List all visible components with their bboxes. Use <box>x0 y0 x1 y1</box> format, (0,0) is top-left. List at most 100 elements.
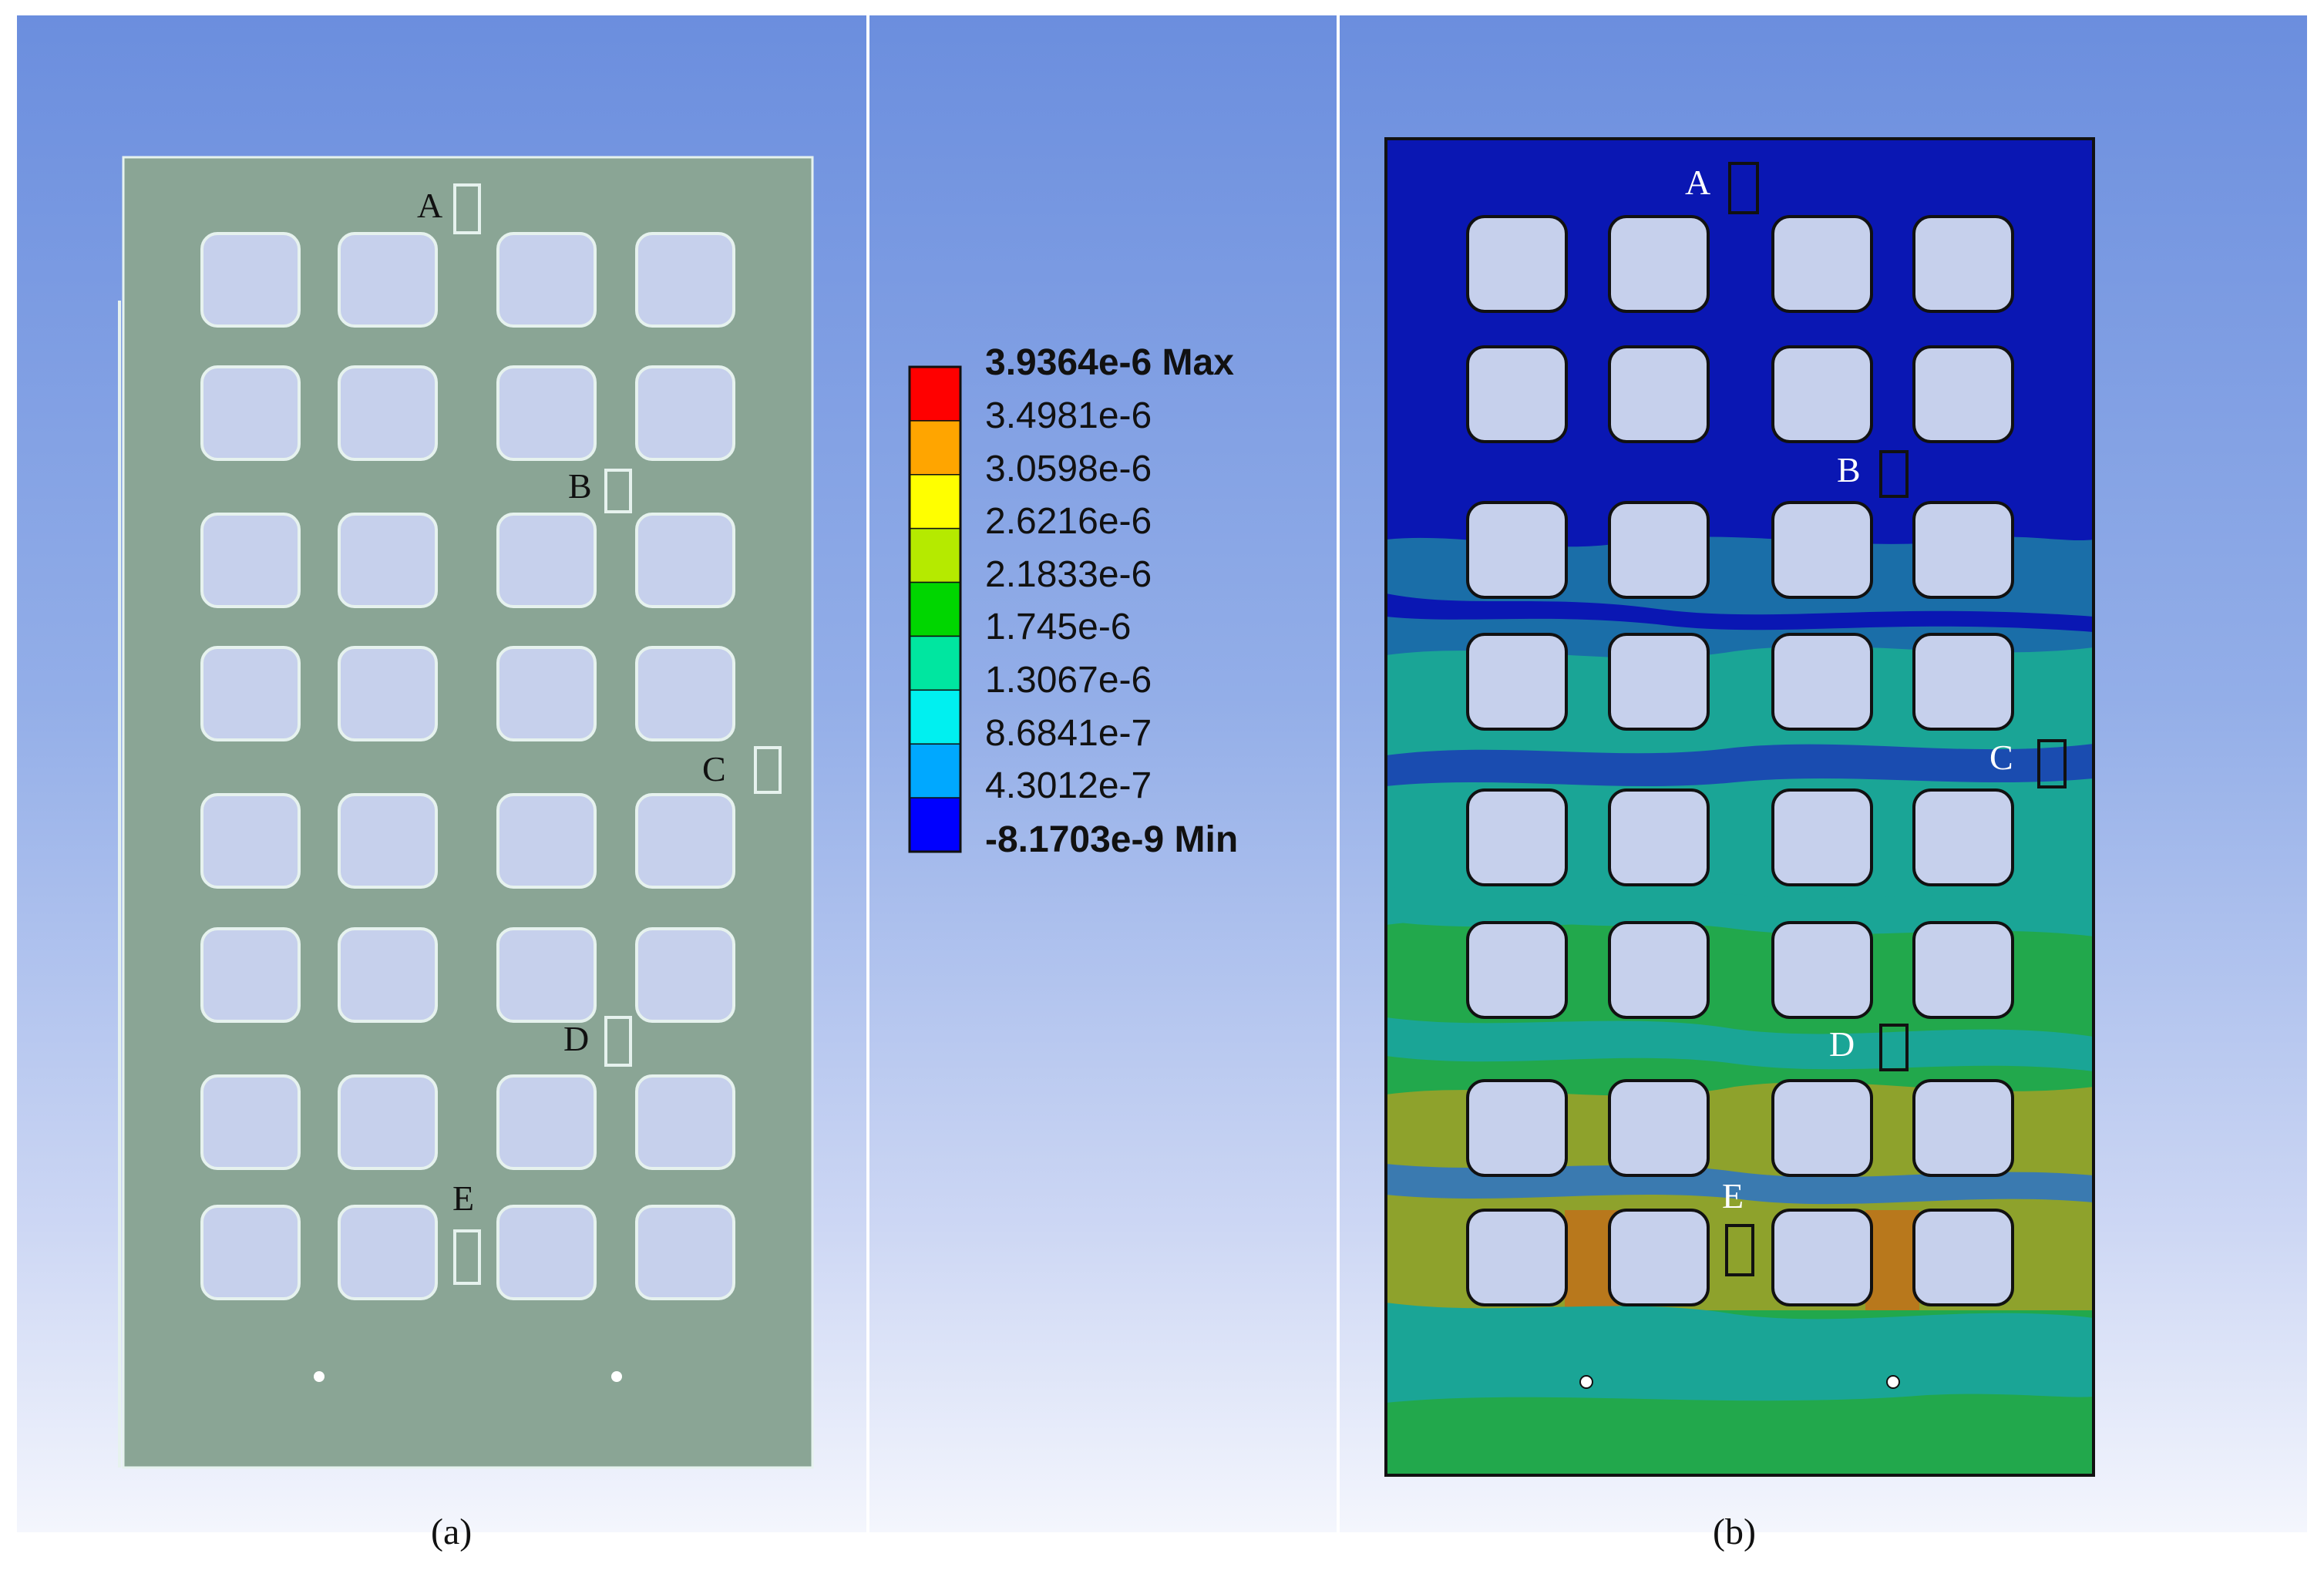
hole-r6-c2 <box>1608 921 1710 1019</box>
marker-b <box>1879 450 1909 498</box>
hole-r1-c1 <box>200 232 301 328</box>
legend-band-9 <box>909 797 961 852</box>
hole-r4-c3 <box>1771 633 1873 731</box>
hole-grid <box>200 232 735 1300</box>
legend-level-label: 2.6216e-6 <box>985 501 1152 543</box>
pin-hole-left <box>1579 1375 1593 1389</box>
band-blue-stripe-3 <box>1386 1164 2094 1205</box>
label-a: A <box>417 186 442 225</box>
hole-r6-c4 <box>635 927 735 1023</box>
pin-hole-right <box>1886 1375 1900 1389</box>
hole-r5-c1 <box>200 793 301 889</box>
legend-level-label: 1.745e-6 <box>985 607 1132 648</box>
hole-r2-c1 <box>1466 345 1568 443</box>
hole-r8-c4 <box>1912 1209 2014 1306</box>
marker-a <box>453 183 481 234</box>
label-e: E <box>1722 1176 1744 1215</box>
legend-level-label: 3.0598e-6 <box>985 448 1152 489</box>
hole-r8-c4 <box>635 1205 735 1300</box>
band-teal-lower <box>1386 1017 2094 1071</box>
legend-band-1 <box>909 366 961 422</box>
legend-level-label: 1.3067e-6 <box>985 660 1152 701</box>
hole-r1-c3 <box>1771 215 1873 313</box>
hole-r8-c3 <box>496 1205 597 1300</box>
hole-r3-c3 <box>496 513 597 608</box>
legend-min-label: -8.1703e-9 Min <box>985 819 1239 860</box>
hole-r7-c4 <box>635 1074 735 1170</box>
hole-r3-c1 <box>1466 501 1568 599</box>
hole-r6-c1 <box>1466 921 1568 1019</box>
hole-r3-c2 <box>338 513 438 608</box>
hole-r5-c2 <box>1608 788 1710 886</box>
legend-level-label: 3.4981e-6 <box>985 395 1152 436</box>
hole-r7-c4 <box>1912 1079 2014 1177</box>
pin-hole-right <box>611 1371 622 1382</box>
hole-r7-c3 <box>1771 1079 1873 1177</box>
hole-r6-c3 <box>496 927 597 1023</box>
band-blue-stripe-2 <box>1386 744 2094 786</box>
hole-r4-c4 <box>635 646 735 741</box>
hole-r7-c1 <box>200 1074 301 1170</box>
legend-band-2 <box>909 420 961 476</box>
label-c: C <box>702 749 726 788</box>
hole-r5-c3 <box>1771 788 1873 886</box>
hole-r7-c1 <box>1466 1079 1568 1177</box>
marker-d <box>604 1016 632 1067</box>
hole-r8-c2 <box>1608 1209 1710 1306</box>
hole-r6-c2 <box>338 927 438 1023</box>
hole-r7-c2 <box>338 1074 438 1170</box>
legend-level-label: 4.3012e-7 <box>985 765 1152 807</box>
legend-level-label: 8.6841e-7 <box>985 712 1152 754</box>
pin-hole-left <box>314 1371 325 1382</box>
marker-e <box>453 1229 481 1285</box>
hole-r3-c4 <box>1912 501 2014 599</box>
label-b: B <box>568 466 592 506</box>
hole-r8-c1 <box>200 1205 301 1300</box>
caption-b: (b) <box>1713 1511 1756 1552</box>
hole-r1-c1 <box>1466 215 1568 313</box>
point-labels: A B C D E <box>1685 163 2013 1215</box>
hole-r1-c4 <box>635 232 735 328</box>
hole-r2-c3 <box>496 365 597 461</box>
marker-c <box>2037 739 2067 788</box>
hole-r3-c2 <box>1608 501 1710 599</box>
hole-r4-c3 <box>496 646 597 741</box>
caption-a: (a) <box>431 1511 473 1552</box>
point-labels: A B C D E <box>417 186 726 1218</box>
hole-r5-c4 <box>635 793 735 889</box>
hole-r4-c1 <box>1466 633 1568 731</box>
point-markers <box>453 183 782 1285</box>
hole-r8-c3 <box>1771 1209 1873 1306</box>
label-d: D <box>1829 1024 1855 1064</box>
marker-b <box>604 469 632 513</box>
point-markers <box>1725 162 2067 1276</box>
marker-c <box>754 746 782 794</box>
label-b: B <box>1837 450 1861 489</box>
hole-r6-c4 <box>1912 921 2014 1019</box>
contour-plate-outline <box>1384 137 2095 1477</box>
hole-r4-c4 <box>1912 633 2014 731</box>
legend-level-label: 2.1833e-6 <box>985 553 1152 595</box>
hole-r1-c2 <box>338 232 438 328</box>
hole-r2-c4 <box>635 365 735 461</box>
label-c: C <box>1989 738 2013 777</box>
hole-r3-c4 <box>635 513 735 608</box>
hole-r1-c4 <box>1912 215 2014 313</box>
legend-max-label: 3.9364e-6 Max <box>985 342 1234 383</box>
legend-band-8 <box>909 743 961 799</box>
hole-r5-c1 <box>1466 788 1568 886</box>
hole-r6-c3 <box>1771 921 1873 1019</box>
marker-d <box>1879 1024 1909 1071</box>
band-green-bottom <box>1386 1394 2094 1475</box>
label-d: D <box>563 1019 589 1058</box>
label-e: E <box>452 1178 474 1218</box>
band-teal-mid <box>1386 886 2094 936</box>
legend-band-6 <box>909 635 961 691</box>
hole-r2-c1 <box>200 365 301 461</box>
hole-r3-c1 <box>200 513 301 608</box>
hole-r5-c4 <box>1912 788 2014 886</box>
hole-r2-c2 <box>1608 345 1710 443</box>
label-a: A <box>1685 163 1710 202</box>
